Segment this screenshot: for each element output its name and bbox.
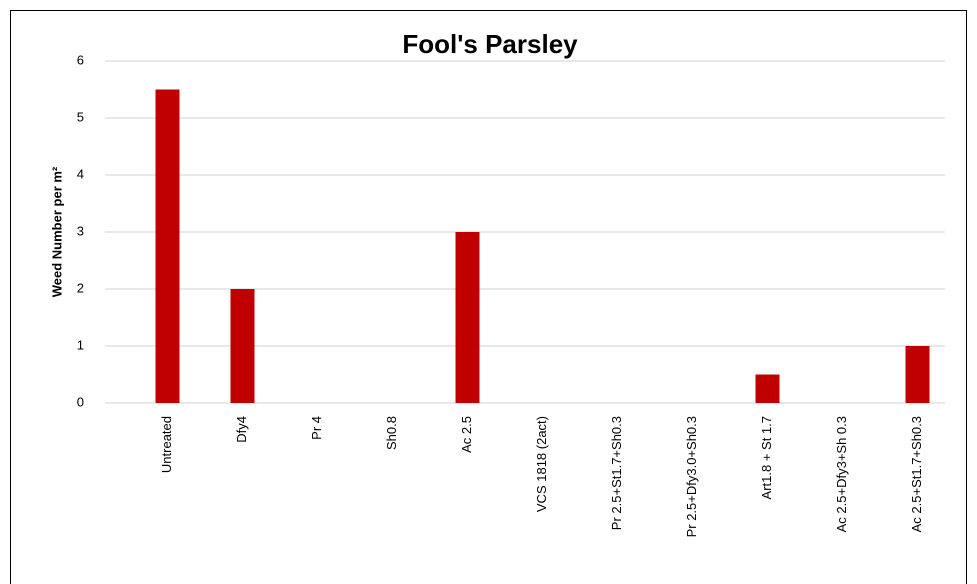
x-tick-label: Ac 2.5 (459, 416, 474, 453)
x-tick-label: Untreated (159, 416, 174, 473)
y-tick-label: 3 (77, 223, 84, 238)
y-tick-label: 4 (77, 166, 84, 181)
bar (455, 232, 480, 403)
bar (905, 346, 930, 403)
chart-frame (10, 10, 967, 584)
bar (755, 374, 780, 403)
y-tick-label: 6 (77, 52, 84, 67)
x-tick-label: Sh0.8 (384, 416, 399, 450)
x-tick-label: Dfy4 (234, 416, 249, 443)
x-tick-label: Art1.8 + St 1.7 (759, 416, 774, 499)
chart-title: Fool's Parsley (402, 29, 578, 59)
y-tick-label: 0 (77, 394, 84, 409)
x-tick-label: Ac 2.5+St1.7+Sh0.3 (909, 416, 924, 532)
x-tick-label: Ac 2.5+Dfy3+Sh 0.3 (834, 416, 849, 532)
y-tick-label: 5 (77, 109, 84, 124)
y-tick-label: 2 (77, 280, 84, 295)
x-tick-label: Pr 2.5+Dfy3.0+Sh0.3 (684, 416, 699, 537)
x-tick-label: Pr 2.5+St1.7+Sh0.3 (609, 416, 624, 530)
bar (155, 89, 180, 403)
bar (230, 289, 255, 403)
x-tick-label: VCS 1818 (2act) (534, 416, 549, 512)
y-tick-label: 1 (77, 337, 84, 352)
x-tick-label: Pr 4 (309, 416, 324, 440)
y-axis-label: Weed Number per m² (49, 166, 64, 297)
